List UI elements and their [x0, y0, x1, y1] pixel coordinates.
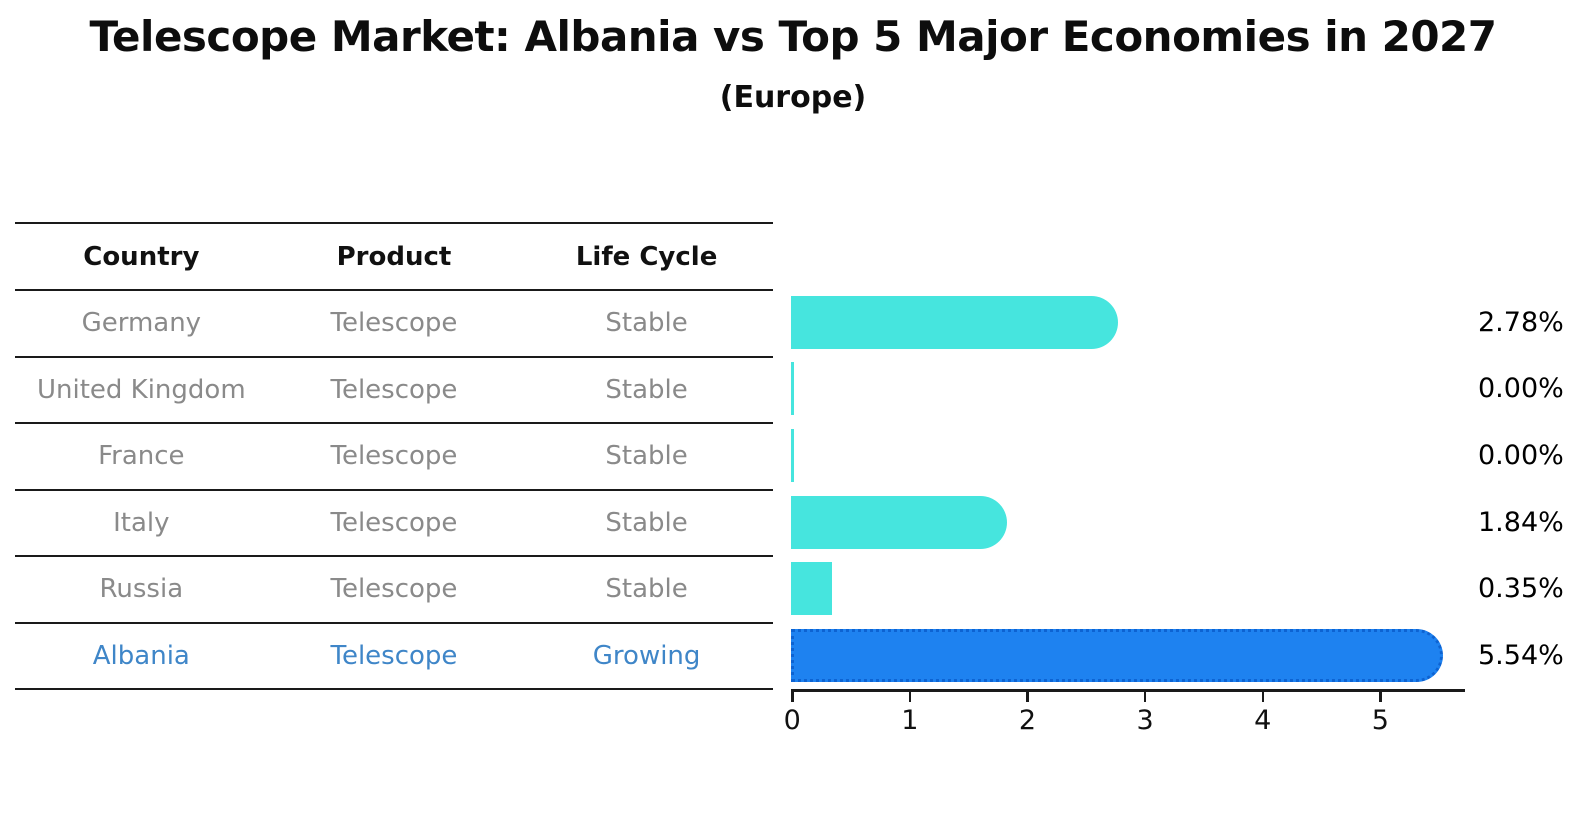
x-axis-line — [791, 689, 1465, 692]
bar-united-kingdom — [791, 362, 794, 416]
bar-italy — [791, 495, 1008, 549]
bars-panel — [791, 289, 1465, 689]
bar-value-label: 1.84% — [1478, 506, 1564, 538]
x-tick-label: 4 — [1254, 705, 1272, 736]
product-cell: Telescope — [330, 507, 458, 538]
country-cell: France — [98, 441, 185, 472]
life-cycle-cell: Stable — [605, 374, 688, 405]
x-tick — [791, 692, 794, 702]
bar-russia — [791, 562, 833, 616]
bar-value-label: 0.35% — [1478, 573, 1564, 605]
life-cycle-cell: Stable — [605, 441, 688, 472]
table-row: France Telescope Stable — [15, 424, 773, 491]
bar-germany — [791, 295, 1118, 349]
bar-row — [791, 489, 1465, 556]
life-cycle-cell: Stable — [605, 507, 688, 538]
table-row: United Kingdom Telescope Stable — [15, 358, 773, 424]
product-cell: Telescope — [330, 308, 458, 339]
table-body: Germany Telescope Stable United Kingdom Tele… — [15, 291, 773, 690]
product-cell: Telescope — [330, 574, 458, 605]
bar-albania — [791, 629, 1443, 683]
x-tick-label: 3 — [1136, 705, 1154, 736]
x-tick — [1379, 692, 1382, 702]
x-axis-ticks: 0 1 2 3 4 5 — [784, 692, 1465, 737]
x-tick-label: 5 — [1371, 705, 1389, 736]
country-table: Country Product Life Cycle Germany Telesc… — [15, 222, 773, 690]
table-header-row: Country Product Life Cycle — [15, 224, 773, 291]
x-tick — [1261, 692, 1264, 702]
life-cycle-cell: Stable — [605, 574, 688, 605]
table-header-life-cycle: Life Cycle — [575, 241, 718, 272]
value-labels-column: 2.78% 0.00% 0.00% 1.84% 0.35% 5.54% — [1478, 289, 1586, 689]
product-cell: Telescope — [330, 441, 458, 472]
table-header-country: Country — [83, 241, 200, 272]
x-tick — [908, 692, 912, 702]
table-row: Albania Telescope Growing — [15, 624, 773, 690]
chart-subtitle: (Europe) — [719, 80, 867, 115]
product-cell: Telescope — [330, 640, 458, 671]
bar-value-label: 0.00% — [1478, 373, 1564, 405]
country-cell: Italy — [113, 507, 170, 538]
bar-value-label: 5.54% — [1478, 640, 1564, 672]
bar-row — [791, 622, 1465, 689]
life-cycle-cell: Growing — [592, 640, 701, 671]
x-tick — [1143, 692, 1147, 702]
country-cell: United Kingdom — [36, 374, 246, 405]
x-tick-label: 1 — [901, 705, 919, 736]
bar-row — [791, 289, 1465, 356]
chart-title: Telescope Market: Albania vs Top 5 Major… — [89, 12, 1497, 61]
table-row: Russia Telescope Stable — [15, 557, 773, 624]
bar-value-label: 0.00% — [1478, 440, 1564, 472]
x-tick-label: 2 — [1018, 705, 1037, 736]
bar-row — [791, 356, 1465, 423]
table-row: Italy Telescope Stable — [15, 491, 773, 557]
life-cycle-cell: Stable — [605, 308, 688, 339]
bar-france — [791, 429, 794, 483]
table-header-product: Product — [336, 241, 452, 272]
country-cell: Russia — [99, 574, 184, 605]
product-cell: Telescope — [330, 374, 458, 405]
x-tick — [1026, 692, 1029, 702]
country-cell: Albania — [92, 640, 190, 671]
country-cell: Germany — [81, 308, 202, 339]
bar-value-label: 2.78% — [1478, 306, 1564, 338]
bar-row — [791, 422, 1465, 489]
table-row: Germany Telescope Stable — [15, 291, 773, 358]
x-tick-label: 0 — [783, 705, 801, 736]
bar-row — [791, 556, 1465, 623]
